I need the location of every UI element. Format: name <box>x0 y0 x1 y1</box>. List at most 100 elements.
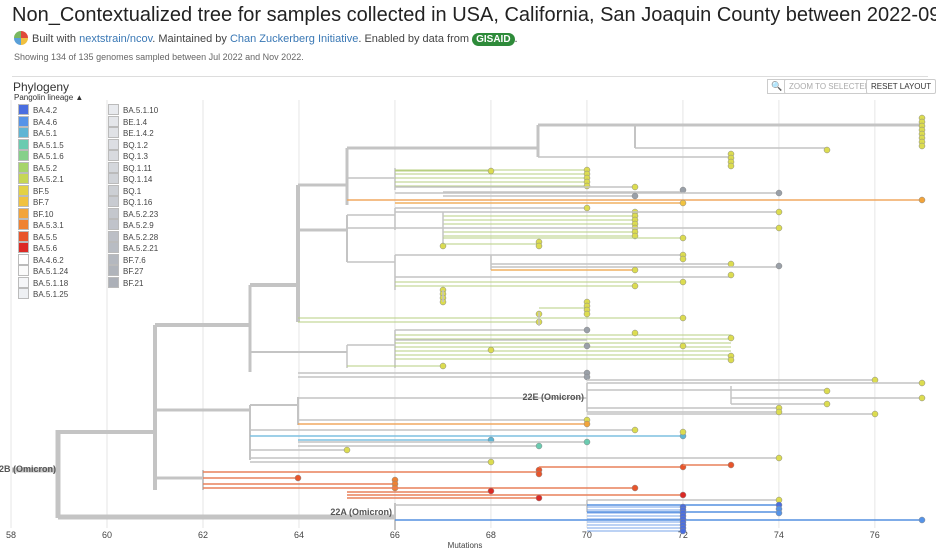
legend-swatch <box>108 184 119 196</box>
legend-item[interactable]: BA.4.2 <box>18 104 57 115</box>
x-tick-label: 74 <box>774 530 784 540</box>
legend-item[interactable]: BF.27 <box>108 265 143 276</box>
x-tick-label: 70 <box>582 530 592 540</box>
legend-item[interactable]: BF.7.6 <box>108 253 146 265</box>
tip <box>918 379 926 387</box>
legend-label: BQ.1.16 <box>123 198 153 207</box>
legend-label: BA.5.2.28 <box>123 232 159 242</box>
tip <box>918 196 926 204</box>
tip <box>775 224 783 232</box>
legend-item[interactable]: BA.5.5 <box>18 230 58 242</box>
legend-swatch <box>108 207 119 219</box>
legend-item[interactable]: BA.5.3.1 <box>18 219 64 230</box>
tip <box>583 204 591 212</box>
legend-item[interactable]: BF.21 <box>108 276 143 288</box>
legend-label: BA.5.1.6 <box>33 152 64 161</box>
legend-item[interactable]: BA.4.6 <box>18 115 57 127</box>
tip <box>871 376 879 384</box>
tip <box>487 458 495 466</box>
legend-item[interactable]: BF.5 <box>18 184 49 196</box>
tip <box>679 342 687 350</box>
zoom-button[interactable]: ZOOM TO SELECTED <box>784 79 876 94</box>
legend-label: BA.5.2.21 <box>123 244 159 253</box>
legend-item[interactable]: BA.5.1 <box>18 127 57 138</box>
tip <box>679 186 687 194</box>
legend-label: BF.7.6 <box>123 255 146 265</box>
tip <box>775 509 783 517</box>
legend-label: BQ.1.14 <box>123 175 153 184</box>
x-tick-label: 66 <box>390 530 400 540</box>
legend-item[interactable]: BQ.1.16 <box>108 196 152 207</box>
legend-item[interactable]: BA.5.1.18 <box>18 276 68 288</box>
legend-item[interactable]: BA.4.6.2 <box>18 253 64 265</box>
legend-swatch <box>18 150 29 161</box>
legend-swatch <box>18 230 29 242</box>
legend-item[interactable]: BQ.1.14 <box>108 173 152 184</box>
tip <box>775 189 783 197</box>
tip <box>631 426 639 434</box>
legend-item[interactable]: BA.5.2.21 <box>108 242 158 253</box>
legend-swatch <box>108 127 119 138</box>
legend-label: BA.5.5 <box>33 232 58 242</box>
legend-swatch <box>18 127 29 138</box>
legend-item[interactable]: BA.5.2.1 <box>18 173 64 184</box>
legend-item[interactable]: BQ.1.11 <box>108 161 152 173</box>
legend-swatch <box>18 115 29 127</box>
legend-swatch <box>18 253 29 265</box>
legend-item[interactable]: BQ.1 <box>108 184 142 196</box>
tip <box>918 394 926 402</box>
legend-title[interactable]: Pangolin lineage ▲ <box>14 93 84 102</box>
legend-label: BF.10 <box>33 209 54 219</box>
legend-item[interactable]: BA.5.2.28 <box>108 230 159 242</box>
x-tick-label: 62 <box>198 530 208 540</box>
link[interactable]: nextstrain/ncov <box>79 33 153 45</box>
tip <box>679 278 687 286</box>
legend-item[interactable]: BE.1.4.2 <box>108 127 154 138</box>
legend-swatch <box>108 138 119 150</box>
legend-title-text: Pangolin lineage <box>14 93 74 102</box>
tip <box>727 461 735 469</box>
legend-item[interactable]: BA.5.2.23 <box>108 207 158 219</box>
legend-item[interactable]: BQ.1.3 <box>108 150 148 161</box>
legend-item[interactable]: BA.5.1.10 <box>108 104 158 115</box>
legend-swatch <box>18 173 29 184</box>
tip <box>679 527 687 535</box>
legend-item[interactable]: BA.5.2.9 <box>108 219 154 230</box>
tip <box>679 428 687 436</box>
legend-label: BQ.1.3 <box>123 152 148 161</box>
legend-swatch <box>108 276 119 288</box>
gisaid-badge[interactable]: GISAID <box>472 33 515 46</box>
legend-item[interactable]: BA.5.1.5 <box>18 138 64 150</box>
legend-item[interactable]: BA.5.6 <box>18 242 57 253</box>
tip <box>823 387 831 395</box>
legend-swatch <box>108 265 119 276</box>
legend-swatch <box>108 150 119 161</box>
legend-item[interactable]: BA.5.2 <box>18 161 57 173</box>
legend-item[interactable]: BA.5.1.6 <box>18 150 64 161</box>
legend-item[interactable]: BQ.1.2 <box>108 138 148 150</box>
legend-item[interactable]: BE.1.4 <box>108 115 147 127</box>
tip <box>631 192 639 200</box>
tip <box>583 342 591 350</box>
tip <box>918 516 926 524</box>
tip <box>727 334 735 342</box>
divider <box>12 76 928 77</box>
reset-button[interactable]: RESET LAYOUT <box>866 79 936 94</box>
legend-item[interactable]: BA.5.1.24 <box>18 265 68 276</box>
legend-item[interactable]: BA.5.1.25 <box>18 288 68 299</box>
legend-swatch <box>108 219 119 230</box>
legend-swatch <box>18 288 29 299</box>
link[interactable]: Chan Zuckerberg Initiative <box>229 33 359 45</box>
legend-swatch <box>18 276 29 288</box>
panel-title: Phylogeny <box>13 80 70 94</box>
tip <box>487 167 495 175</box>
tip <box>823 400 831 408</box>
tip <box>775 262 783 270</box>
logo <box>14 31 28 45</box>
legend-item[interactable]: BF.10 <box>18 207 54 219</box>
legend-label: BQ.1 <box>123 186 142 196</box>
legend-item[interactable]: BF.7 <box>18 196 49 207</box>
tip <box>583 420 591 428</box>
